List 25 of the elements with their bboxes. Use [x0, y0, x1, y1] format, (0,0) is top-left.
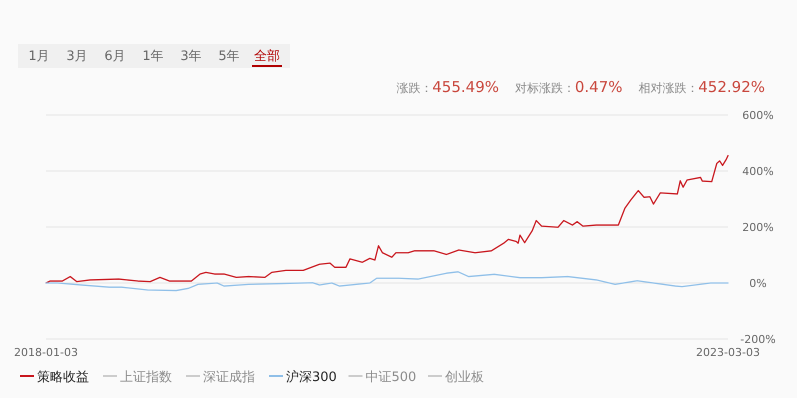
x-tick-label: 2023-03-03: [696, 346, 760, 359]
line-series: [45, 154, 729, 284]
legend-label: 深证成指: [203, 370, 255, 385]
text: 相对涨跌：452.92%: [638, 78, 765, 96]
text: 5年: [218, 49, 240, 64]
legend-label: 中证500: [366, 370, 416, 385]
legend-label: 创业板: [445, 370, 484, 385]
text: 3月: [66, 49, 88, 64]
text: 6月: [104, 49, 126, 64]
legend-label: 策略收益: [37, 370, 89, 385]
x-tick-label: 2018-01-03: [14, 346, 78, 359]
text: 对标涨跌：0.47%: [514, 78, 622, 96]
text: 涨跌：455.49%: [396, 78, 499, 96]
legend-label: 上证指数: [120, 370, 172, 385]
text: 全部: [254, 49, 280, 64]
legend-label: 沪深300: [286, 369, 337, 385]
text: 1年: [142, 49, 164, 64]
line-series: [45, 271, 729, 292]
text: 1月: [28, 49, 50, 64]
y-tick-label: 0%: [749, 277, 767, 290]
y-tick-label: 400%: [742, 165, 774, 178]
y-tick-label: -200%: [740, 333, 776, 346]
y-tick-label: 200%: [742, 221, 774, 234]
y-tick-label: 600%: [742, 109, 774, 122]
text: 3年: [180, 49, 202, 64]
